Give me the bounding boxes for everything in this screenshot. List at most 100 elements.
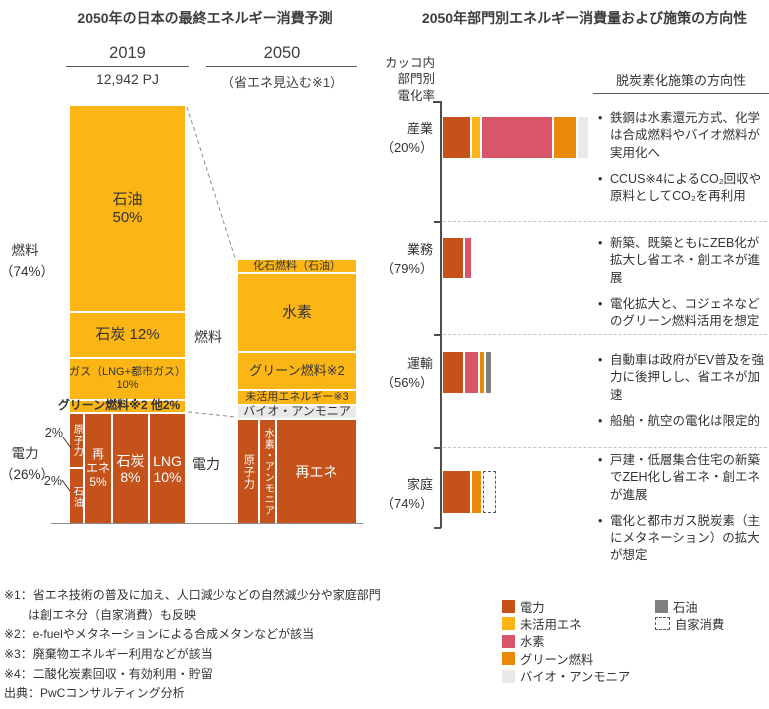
power-share-label: 電力 （26%） (0, 444, 54, 486)
sector-bar-segment-green (554, 117, 576, 158)
sector-bar-segment-elec (443, 117, 470, 158)
sector-bar-segment-elec (443, 352, 463, 393)
left-baseline (51, 523, 363, 524)
left-chart-title: 2050年の日本の最終エネルギー消費予測 (77, 10, 333, 26)
segment-label: 原子力 (71, 424, 83, 457)
bar-segment: 原子力 (238, 420, 258, 524)
footnotes: ※1：省エネ技術の普及に加え、人口減少などの自然減少分や家庭部門 は創エネ分（自… (4, 586, 434, 704)
bar-segment: グリーン燃料※2 (238, 353, 356, 389)
segment-label: ガス（LNG+都市ガス） (68, 366, 187, 379)
sector-label-line: （79%） (380, 260, 433, 276)
bar-segment: 原子力 (70, 414, 83, 467)
fuel-share-label: 燃料 （74%） (0, 241, 55, 283)
bar-segment: 水素・アンモニア (260, 420, 275, 524)
segment-label: 50% (112, 208, 143, 226)
footnote-line: ※2：e-fuelやメタネーションによる合成メタンなどが該当 (4, 627, 315, 642)
legend-label: 未活用エネ (520, 617, 582, 632)
sector-label: 産業 （20%） (360, 120, 433, 158)
policy-section-residential: 戸建・低層集合住宅の新築でZEH化し省エネ・創エネが進展電化と都市ガス脱炭素（主… (597, 452, 769, 574)
sector-label: 業務 （79%） (360, 241, 433, 279)
axis-tick (434, 334, 441, 336)
bullet-item: 戸建・低層集合住宅の新築でZEH化し省エネ・創エネが進展 (597, 452, 769, 504)
segment-label: 石炭 (116, 452, 145, 469)
sector-bar-segment-self (483, 471, 496, 513)
footnote-line: ※1：省エネ技術の普及に加え、人口減少などの自然減少分や家庭部門 (4, 588, 381, 602)
policy-section-transport: 自動車は政府がEV普及を強力に後押しし、省エネが加速船舶・航空の電化は限定的 (597, 352, 769, 439)
segment-label: 化石燃料（石油） (253, 259, 341, 272)
electrification-note-line1: カッコ内 (384, 56, 435, 70)
segment-label: 8% (120, 469, 141, 485)
fuel-share-line2: （74%） (0, 263, 55, 279)
electrification-note-line3: 電化率 (397, 88, 435, 103)
bar-segment: 再エネ (277, 420, 356, 524)
sector-label: 運輸 （56%） (360, 355, 433, 393)
footnote-line: ※3：廃棄物エネルギー利用などが該当 (4, 647, 213, 662)
sector-label: 家庭 （74%） (360, 476, 433, 514)
sector-bar-segment-elec (443, 471, 470, 513)
policy-underline (593, 93, 769, 94)
right-chart-title: 2050年部門別エネルギー消費量および施策の方向性 (421, 10, 748, 26)
sector-bar-segment-green (480, 352, 484, 393)
segment-label: 水素 (281, 303, 312, 321)
segment-label: 原子力 (242, 454, 255, 490)
bullet-item: 電化と都市ガス脱炭素（主にメタネーション）の拡大が想定 (597, 513, 769, 565)
segment-label: 水素・アンモニア (262, 428, 274, 516)
legend-item: 電力 (502, 600, 630, 615)
bar-segment: 化石燃料（石油） (238, 260, 356, 272)
sector-label-line: （20%） (380, 139, 433, 155)
sector-bar-segment-oil (486, 352, 491, 393)
bar-segment: ガス（LNG+都市ガス） 10% (68, 359, 187, 399)
bullet-item: 自動車は政府がEV普及を強力に後押しし、省エネが加速 (597, 352, 769, 404)
sector-label-line: 運輸 (406, 356, 433, 371)
segment-label: 再 (91, 447, 104, 462)
legend-swatch-self (655, 617, 670, 631)
legend-item: 石油 (655, 600, 724, 615)
legend-swatch-elec (502, 600, 515, 613)
sector-bar-segment-hydrogen (482, 117, 552, 158)
legend-column-1: 電力 未活用エネ 水素 グリーン燃料 バイオ・アンモニア (502, 600, 630, 687)
mid-power-label: 電力 (192, 456, 220, 472)
segment-label: 石油 (112, 191, 143, 209)
legend-item: バイオ・アンモニア (502, 669, 630, 684)
fuel-share-line1: 燃料 (11, 243, 39, 258)
legend-swatch-green (502, 652, 515, 666)
legend-item: グリーン燃料 (502, 652, 630, 667)
bullet-item: CCUS※4によるCO₂回収や原料としてCO₂を再利用 (597, 171, 769, 206)
bullet-item: 船舶・航空の電化は限定的 (597, 413, 769, 431)
col-2050-header: 2050 (263, 44, 301, 62)
bar-overlay-label: グリーン燃料※2 他2% (46, 398, 192, 413)
legend-swatch-bio (502, 669, 515, 683)
sector-bar-segment-bio (578, 117, 588, 158)
policy-header: 脱炭素化施策の方向性 (615, 73, 746, 88)
segment-label: グリーン燃料※2 他2% (57, 397, 181, 412)
bar-segment: 再エネ 5% (85, 414, 111, 524)
legend-swatch-oil (655, 600, 668, 613)
footnote-line: は創エネ分（自家消費）も反映 (4, 607, 197, 622)
electrification-note-line2: 部門別 (397, 72, 435, 87)
segment-label: 石炭 12% (95, 326, 160, 344)
legend-item: 自家消費 (655, 617, 724, 632)
separator-dashed (443, 447, 767, 448)
bar-segment: 石油 (70, 469, 83, 524)
segment-label: LNG (153, 452, 182, 469)
segment-label: 再エネ (295, 463, 338, 480)
mid-fuel-label: 燃料 (194, 329, 222, 345)
bar-segment: 未活用エネルギー※3 (238, 391, 356, 404)
pct-callout-bottom: 2% (43, 474, 62, 488)
axis-tick (434, 447, 441, 449)
col-2050-underline (206, 66, 357, 67)
col-2019-header: 2019 (109, 44, 146, 62)
col-2019-underline (66, 66, 189, 67)
sector-label-line: （74%） (380, 495, 433, 511)
bullet-item: 電化拡大と、コジェネなどのグリーン燃料活用を想定 (597, 296, 769, 331)
segment-label: 10% (153, 469, 182, 485)
legend-column-2: 石油 自家消費 (655, 600, 724, 635)
segment-label: バイオ・アンモニア (243, 404, 351, 419)
segment-label: エネ (85, 461, 110, 476)
bar-segment (70, 401, 185, 412)
sector-bar-segment-hydrogen (465, 238, 471, 278)
col-2019-total: 12,942 PJ (95, 71, 160, 87)
